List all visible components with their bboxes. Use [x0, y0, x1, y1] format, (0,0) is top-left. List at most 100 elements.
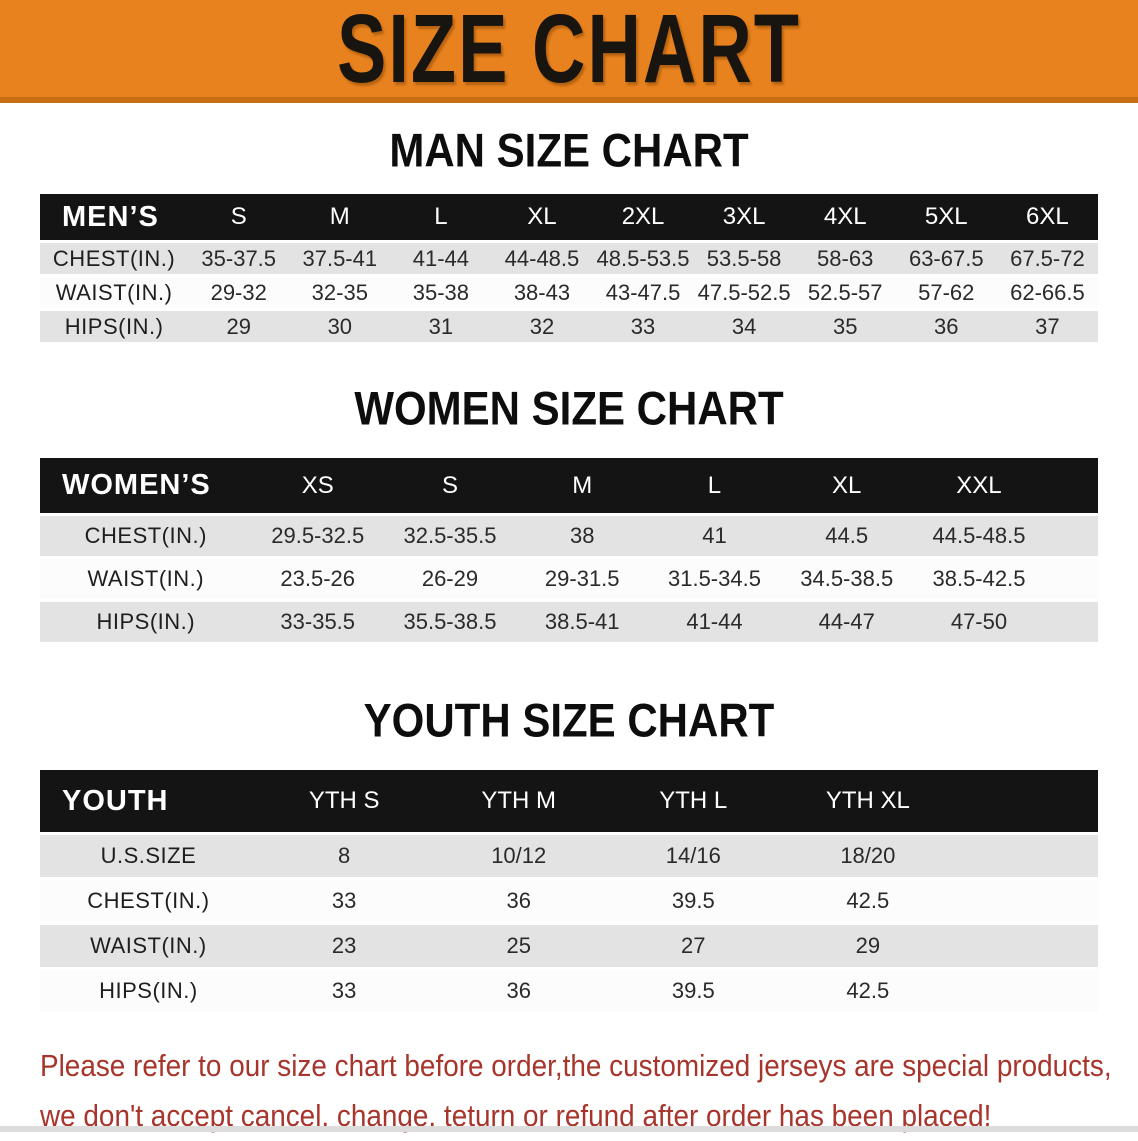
measure-value: 63-67.5 — [896, 243, 997, 274]
measure-value: 38.5-42.5 — [913, 559, 1045, 599]
size-column-header: 4XL — [795, 194, 896, 240]
size-column-header: 6XL — [997, 194, 1098, 240]
measure-value: 33-35.5 — [252, 602, 384, 642]
measure-value: 52.5-57 — [795, 277, 896, 308]
measure-value: 36 — [431, 970, 606, 1012]
spacer-cell — [1045, 458, 1098, 513]
measure-value: 38-43 — [491, 277, 592, 308]
size-column-header: S — [384, 458, 516, 513]
measure-value: 42.5 — [781, 970, 956, 1012]
measure-value: 32.5-35.5 — [384, 516, 516, 556]
size-column-header: 5XL — [896, 194, 997, 240]
measure-value: 41-44 — [390, 243, 491, 274]
measure-label: CHEST(IN.) — [40, 243, 188, 274]
size-column-header: M — [516, 458, 648, 513]
size-column-header: XXL — [913, 458, 1045, 513]
banner-title: SIZE CHART — [337, 0, 801, 105]
measure-value: 58-63 — [795, 243, 896, 274]
spacer-cell — [955, 880, 1098, 922]
disclaimer-line-2: we don't accept cancel, change, teturn o… — [40, 1091, 1028, 1141]
size-column-header: S — [188, 194, 289, 240]
bottom-edge-strip — [0, 1126, 1138, 1132]
measure-value: 35-37.5 — [188, 243, 289, 274]
size-column-header: 3XL — [694, 194, 795, 240]
measure-label: WAIST(IN.) — [40, 277, 188, 308]
measure-value: 25 — [431, 925, 606, 967]
table-corner-label: MEN’S — [40, 194, 188, 240]
measure-label: HIPS(IN.) — [40, 602, 252, 642]
measure-label: HIPS(IN.) — [40, 970, 257, 1012]
size-column-header: YTH XL — [781, 770, 956, 832]
spacer-cell — [955, 925, 1098, 967]
size-column-header: XS — [252, 458, 384, 513]
measure-value: 47-50 — [913, 602, 1045, 642]
disclaimer-line-1: Please refer to our size chart before or… — [40, 1041, 1028, 1091]
section-title: MAN SIZE CHART — [0, 124, 1138, 178]
section-title: YOUTH SIZE CHART — [0, 694, 1138, 748]
size-column-header: L — [648, 458, 780, 513]
measure-value: 30 — [289, 311, 390, 342]
measure-value: 38.5-41 — [516, 602, 648, 642]
measure-value: 23 — [257, 925, 432, 967]
measure-value: 8 — [257, 835, 432, 877]
measure-value: 67.5-72 — [997, 243, 1098, 274]
measure-value: 29-32 — [188, 277, 289, 308]
measure-value: 44.5 — [781, 516, 913, 556]
measure-value: 47.5-52.5 — [694, 277, 795, 308]
measure-value: 62-66.5 — [997, 277, 1098, 308]
size-column-header: 2XL — [593, 194, 694, 240]
measure-value: 29-31.5 — [516, 559, 648, 599]
measure-value: 36 — [896, 311, 997, 342]
spacer-cell — [1045, 516, 1098, 556]
measure-value: 18/20 — [781, 835, 956, 877]
size-chart-banner: SIZE CHART — [0, 0, 1138, 103]
table-corner-label: WOMEN’S — [40, 458, 252, 513]
measure-value: 39.5 — [606, 970, 781, 1012]
spacer-cell — [1045, 559, 1098, 599]
measure-value: 33 — [593, 311, 694, 342]
measure-label: U.S.SIZE — [40, 835, 257, 877]
measure-value: 48.5-53.5 — [593, 243, 694, 274]
size-column-header: YTH L — [606, 770, 781, 832]
measure-value: 31 — [390, 311, 491, 342]
measure-value: 43-47.5 — [593, 277, 694, 308]
measure-value: 33 — [257, 970, 432, 1012]
measure-value: 29 — [188, 311, 289, 342]
measure-value: 39.5 — [606, 880, 781, 922]
spacer-cell — [955, 835, 1098, 877]
measure-value: 10/12 — [431, 835, 606, 877]
measure-value: 41-44 — [648, 602, 780, 642]
measure-value: 29.5-32.5 — [252, 516, 384, 556]
measure-value: 35 — [795, 311, 896, 342]
measure-value: 44.5-48.5 — [913, 516, 1045, 556]
measure-value: 34 — [694, 311, 795, 342]
measure-label: WAIST(IN.) — [40, 559, 252, 599]
measure-value: 34.5-38.5 — [781, 559, 913, 599]
measure-value: 35-38 — [390, 277, 491, 308]
measure-value: 57-62 — [896, 277, 997, 308]
size-column-header: M — [289, 194, 390, 240]
measure-value: 27 — [606, 925, 781, 967]
table-corner-label: YOUTH — [40, 770, 257, 832]
measure-value: 14/16 — [606, 835, 781, 877]
spacer-cell — [1045, 602, 1098, 642]
measure-value: 26-29 — [384, 559, 516, 599]
size-column-header: XL — [491, 194, 592, 240]
size-column-header: L — [390, 194, 491, 240]
measure-label: CHEST(IN.) — [40, 880, 257, 922]
measure-value: 37.5-41 — [289, 243, 390, 274]
